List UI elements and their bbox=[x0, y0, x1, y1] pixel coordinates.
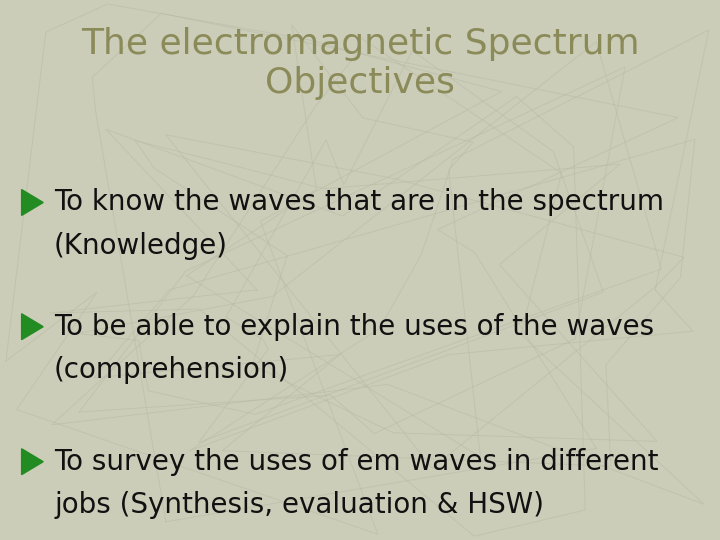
Text: jobs (Synthesis, evaluation & HSW): jobs (Synthesis, evaluation & HSW) bbox=[54, 491, 544, 519]
Text: (comprehension): (comprehension) bbox=[54, 356, 289, 384]
Text: To know the waves that are in the spectrum: To know the waves that are in the spectr… bbox=[54, 188, 664, 217]
Text: To be able to explain the uses of the waves: To be able to explain the uses of the wa… bbox=[54, 313, 654, 341]
Polygon shape bbox=[22, 314, 43, 340]
Text: The electromagnetic Spectrum
Objectives: The electromagnetic Spectrum Objectives bbox=[81, 27, 639, 100]
Polygon shape bbox=[22, 190, 43, 215]
Text: To survey the uses of em waves in different: To survey the uses of em waves in differ… bbox=[54, 448, 659, 476]
Text: (Knowledge): (Knowledge) bbox=[54, 232, 228, 260]
Polygon shape bbox=[22, 449, 43, 475]
